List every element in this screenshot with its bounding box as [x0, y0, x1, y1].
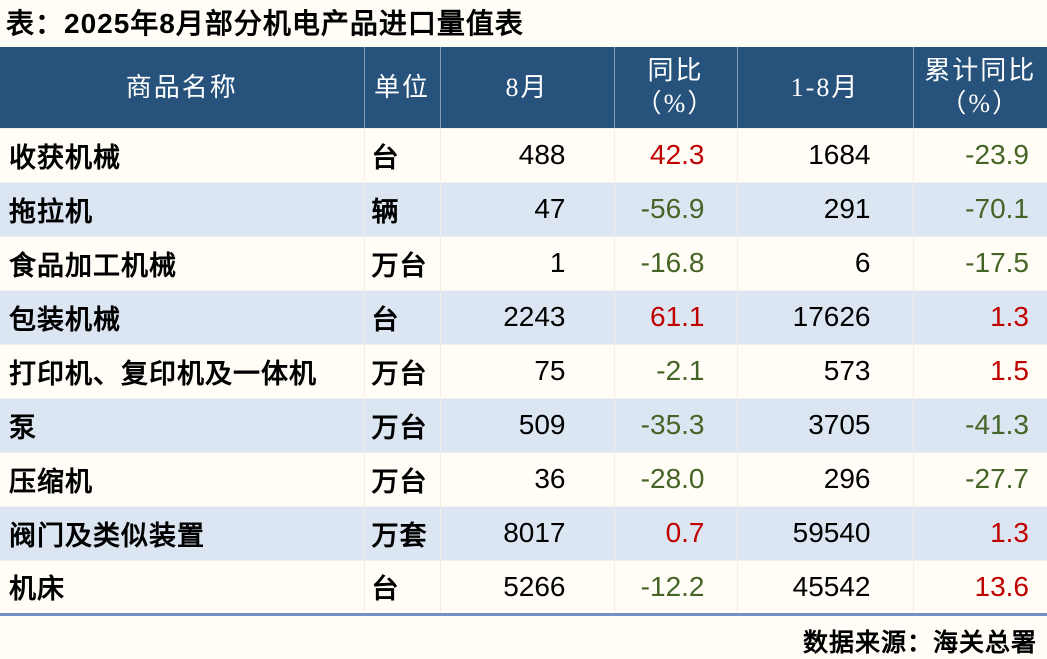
header-jan-aug: 1-8月: [737, 47, 913, 128]
table-body: 收获机械 台 488 42.3 1684 -23.9 拖拉机 辆 47 -56.…: [0, 128, 1047, 614]
table-row: 泵 万台 509 -35.3 3705 -41.3: [0, 398, 1047, 452]
cumulative-yoy-percent-cell: -70.1: [913, 182, 1047, 236]
unit-cell: 万台: [364, 236, 440, 290]
table-row: 阀门及类似装置 万套 8017 0.7 59540 1.3: [0, 506, 1047, 560]
jan-aug-value-cell: 17626: [737, 290, 913, 344]
table-row: 收获机械 台 488 42.3 1684 -23.9: [0, 128, 1047, 182]
jan-aug-value-cell: 296: [737, 452, 913, 506]
cumulative-yoy-percent-cell: -27.7: [913, 452, 1047, 506]
product-name-cell: 拖拉机: [0, 182, 364, 236]
unit-cell: 万台: [364, 344, 440, 398]
august-value-cell: 488: [440, 128, 614, 182]
yoy-percent-cell: -28.0: [614, 452, 737, 506]
table-row: 包装机械 台 2243 61.1 17626 1.3: [0, 290, 1047, 344]
header-product-label: 商品名称: [0, 71, 364, 104]
table-row: 拖拉机 辆 47 -56.9 291 -70.1: [0, 182, 1047, 236]
august-value-cell: 36: [440, 452, 614, 506]
header-cumulative-yoy-label: 累计同比: [914, 54, 1047, 87]
yoy-percent-cell: -2.1: [614, 344, 737, 398]
yoy-percent-cell: -12.2: [614, 560, 737, 614]
august-value-cell: 75: [440, 344, 614, 398]
unit-cell: 万台: [364, 398, 440, 452]
jan-aug-value-cell: 573: [737, 344, 913, 398]
jan-aug-value-cell: 6: [737, 236, 913, 290]
product-name-cell: 压缩机: [0, 452, 364, 506]
yoy-percent-cell: 61.1: [614, 290, 737, 344]
jan-aug-value-cell: 59540: [737, 506, 913, 560]
cumulative-yoy-percent-cell: -17.5: [913, 236, 1047, 290]
yoy-percent-cell: 42.3: [614, 128, 737, 182]
august-value-cell: 8017: [440, 506, 614, 560]
august-value-cell: 5266: [440, 560, 614, 614]
august-value-cell: 2243: [440, 290, 614, 344]
header-yoy-unit-label: （%）: [615, 87, 737, 120]
yoy-percent-cell: -56.9: [614, 182, 737, 236]
header-yoy: 同比 （%）: [614, 47, 737, 128]
jan-aug-value-cell: 291: [737, 182, 913, 236]
header-row: 商品名称 单位 8月 同比 （%） 1-8月 累计同比 （%）: [0, 47, 1047, 128]
august-value-cell: 1: [440, 236, 614, 290]
unit-cell: 万套: [364, 506, 440, 560]
table-row: 打印机、复印机及一体机 万台 75 -2.1 573 1.5: [0, 344, 1047, 398]
header-unit-label: 单位: [365, 71, 440, 104]
header-august: 8月: [440, 47, 614, 128]
august-value-cell: 47: [440, 182, 614, 236]
header-cumulative-yoy: 累计同比 （%）: [913, 47, 1047, 128]
unit-cell: 台: [364, 560, 440, 614]
header-unit: 单位: [364, 47, 440, 128]
august-value-cell: 509: [440, 398, 614, 452]
page-title: 表：2025年8月部分机电产品进口量值表: [0, 0, 1047, 39]
product-name-cell: 打印机、复印机及一体机: [0, 344, 364, 398]
yoy-percent-cell: -35.3: [614, 398, 737, 452]
yoy-percent-cell: 0.7: [614, 506, 737, 560]
data-source: 数据来源：海关总署: [0, 616, 1047, 659]
import-data-table: 商品名称 单位 8月 同比 （%） 1-8月 累计同比 （%） 收获机械 台 4…: [0, 47, 1047, 616]
jan-aug-value-cell: 3705: [737, 398, 913, 452]
product-name-cell: 收获机械: [0, 128, 364, 182]
unit-cell: 辆: [364, 182, 440, 236]
header-cumulative-yoy-unit-label: （%）: [914, 87, 1047, 120]
product-name-cell: 阀门及类似装置: [0, 506, 364, 560]
table-header: 商品名称 单位 8月 同比 （%） 1-8月 累计同比 （%）: [0, 47, 1047, 128]
cumulative-yoy-percent-cell: 1.3: [913, 506, 1047, 560]
cumulative-yoy-percent-cell: 1.3: [913, 290, 1047, 344]
header-product: 商品名称: [0, 47, 364, 128]
product-name-cell: 包装机械: [0, 290, 364, 344]
yoy-percent-cell: -16.8: [614, 236, 737, 290]
table-row: 机床 台 5266 -12.2 45542 13.6: [0, 560, 1047, 614]
unit-cell: 台: [364, 290, 440, 344]
jan-aug-value-cell: 1684: [737, 128, 913, 182]
product-name-cell: 机床: [0, 560, 364, 614]
table-row: 压缩机 万台 36 -28.0 296 -27.7: [0, 452, 1047, 506]
cumulative-yoy-percent-cell: -23.9: [913, 128, 1047, 182]
product-name-cell: 食品加工机械: [0, 236, 364, 290]
cumulative-yoy-percent-cell: 13.6: [913, 560, 1047, 614]
cumulative-yoy-percent-cell: 1.5: [913, 344, 1047, 398]
header-jan-aug-label: 1-8月: [738, 71, 913, 104]
unit-cell: 万台: [364, 452, 440, 506]
product-name-cell: 泵: [0, 398, 364, 452]
cumulative-yoy-percent-cell: -41.3: [913, 398, 1047, 452]
header-august-label: 8月: [441, 71, 614, 104]
unit-cell: 台: [364, 128, 440, 182]
jan-aug-value-cell: 45542: [737, 560, 913, 614]
header-yoy-label: 同比: [615, 54, 737, 87]
table-row: 食品加工机械 万台 1 -16.8 6 -17.5: [0, 236, 1047, 290]
